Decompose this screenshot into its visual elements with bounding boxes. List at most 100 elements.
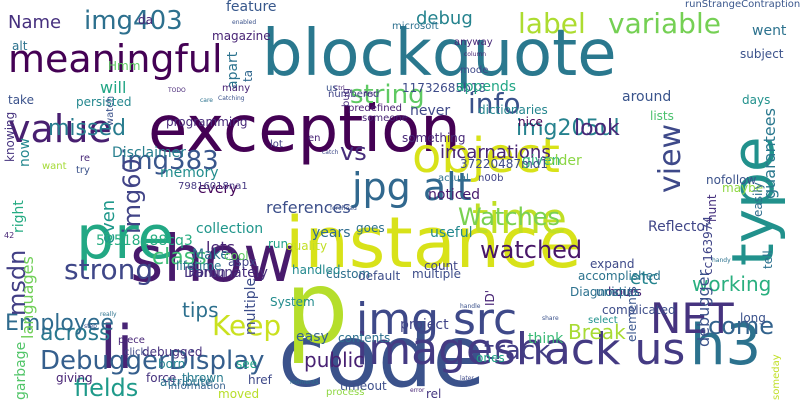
word-name: Name: [8, 12, 62, 33]
word-share: share: [542, 315, 559, 322]
word-make: Make: [192, 247, 229, 263]
word-79816018na1: 79816018na1: [178, 181, 248, 192]
word-net: NET: [650, 294, 734, 343]
word-around: around: [622, 89, 672, 105]
word-numbered: numbered: [328, 89, 380, 100]
word-en: en: [308, 133, 321, 144]
word-aspx: aspx: [228, 255, 257, 269]
word-pre: pre: [76, 203, 175, 273]
word-lists: lists: [650, 109, 674, 123]
word-meaningful: meaningful: [8, 37, 223, 81]
word-across: across: [40, 321, 111, 346]
word-noticed: noticed: [428, 187, 481, 203]
word-select: select: [588, 315, 618, 326]
word-catching: Catching: [218, 95, 245, 102]
word-keep: Keep: [212, 309, 282, 342]
word-working: working: [692, 272, 772, 296]
word-force: force: [146, 371, 177, 385]
word-accomplished: accomplished: [578, 269, 661, 283]
word-lifetime: lifetime: [176, 259, 222, 273]
word-later: later: [460, 375, 474, 382]
word-older: older: [546, 153, 582, 169]
word-tips: tips: [182, 298, 219, 322]
word-variable: variable: [608, 7, 721, 40]
word-us: us: [326, 83, 338, 94]
word-moments: moments: [290, 379, 319, 386]
word-label: label: [518, 7, 586, 40]
word-37220487md1: 37220487md1: [460, 157, 549, 171]
word-actual: actual: [438, 173, 469, 184]
word-expand: expand: [590, 257, 635, 271]
word-p: p: [285, 249, 349, 366]
word-useful: useful: [430, 225, 473, 241]
word-watches: Watches: [458, 203, 560, 231]
word-goes: goes: [356, 221, 385, 235]
word-moved: moved: [218, 387, 260, 400]
word-multiple: multiple: [243, 277, 259, 335]
word-damn: Damn: [184, 265, 226, 281]
word-forehead: forehead: [330, 205, 357, 212]
word-someone: someone: [362, 113, 408, 124]
word-care: care: [200, 97, 214, 104]
word-born: born: [158, 357, 186, 371]
word-jpg-alt: jpg alt: [352, 165, 472, 209]
word-feature: feature: [226, 0, 277, 15]
word-handle: handle: [460, 303, 481, 310]
word-timeout: timeout: [340, 379, 387, 393]
word-really: really: [100, 311, 117, 318]
word-see: see: [236, 357, 258, 371]
word-exception: exception: [148, 93, 461, 167]
word-img403: img403: [84, 6, 183, 36]
word-enabled: enabled: [232, 19, 257, 26]
word-hmm: Hmm: [108, 59, 141, 73]
word-custom: custom: [326, 267, 371, 281]
word-code: code: [278, 307, 486, 400]
word-handy: handy: [712, 257, 731, 264]
word-fields: fields: [74, 374, 139, 400]
word-reflector: Reflector: [648, 219, 711, 235]
word-employee: Employee: [5, 311, 114, 336]
word-programming: programming: [166, 115, 248, 129]
word-predefined: predefined: [348, 103, 403, 114]
word-time: time: [472, 194, 567, 243]
word-ctrl: Ctrl: [334, 85, 345, 92]
word-rel: rel: [426, 387, 442, 400]
word-went: went: [752, 23, 787, 39]
word-languages: languages: [18, 256, 37, 339]
word-collection: collection: [196, 221, 264, 237]
word-debugged: debugged: [142, 345, 203, 359]
word-value: value: [8, 107, 112, 151]
word-alt: alt: [12, 39, 28, 53]
word-dictionaries: dictionaries: [478, 103, 548, 117]
word-persisted: persisted: [76, 95, 132, 109]
word-n00b: n00b: [478, 173, 504, 184]
word-hunt: hunt: [705, 194, 719, 222]
word-look: look: [574, 116, 620, 141]
word-long: long: [740, 311, 766, 325]
word-public: public: [304, 348, 365, 372]
word-microsoft: microsoft: [392, 21, 439, 32]
word-references: references: [266, 198, 351, 217]
word-count: count: [424, 259, 458, 273]
word-42: 42: [4, 231, 15, 240]
word-something: something: [402, 131, 466, 145]
word-subject: subject: [740, 47, 784, 61]
word-nice: nice: [518, 115, 543, 129]
word-blockquote: blockquote: [262, 17, 617, 91]
word-img60: img60: [118, 158, 146, 234]
word-will: will: [100, 78, 127, 97]
word-string: string: [350, 80, 425, 110]
word-never: never: [410, 103, 451, 119]
word-mode: mode: [460, 65, 489, 76]
word-try: try: [76, 165, 90, 176]
word-every: every: [198, 181, 238, 197]
word-years: years: [312, 225, 351, 241]
word-re: re: [80, 153, 91, 164]
word-maybe: maybe: [722, 181, 764, 195]
word-debugger: debugger: [694, 269, 713, 347]
word-piece: piece: [118, 335, 145, 346]
word-id: ID': [483, 289, 497, 306]
word-imageshack-us: imageshack us: [356, 324, 686, 375]
word-class: class: [152, 245, 207, 270]
word-img383: img383: [120, 146, 219, 176]
